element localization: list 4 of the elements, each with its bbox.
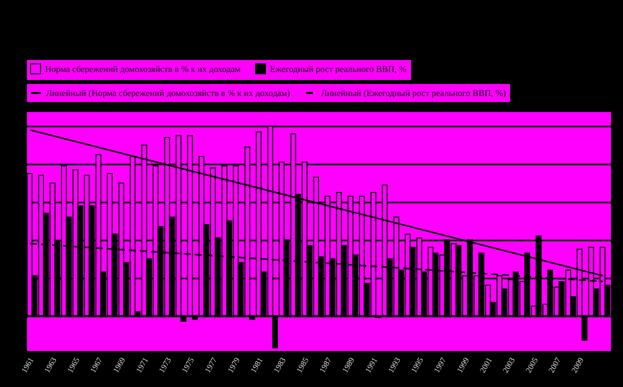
legend-label: Линейный (Ежегодный рост реального ВВП, %) — [321, 88, 506, 98]
legend-label: Норма сбережений домохозяйств в % к их доходам — [45, 64, 241, 74]
legend-label: Ежегодный рост реального ВВП, % — [270, 64, 408, 74]
legend-label: Линейный (Норма сбережений домохозяйств в % к их доходам) — [46, 88, 290, 98]
